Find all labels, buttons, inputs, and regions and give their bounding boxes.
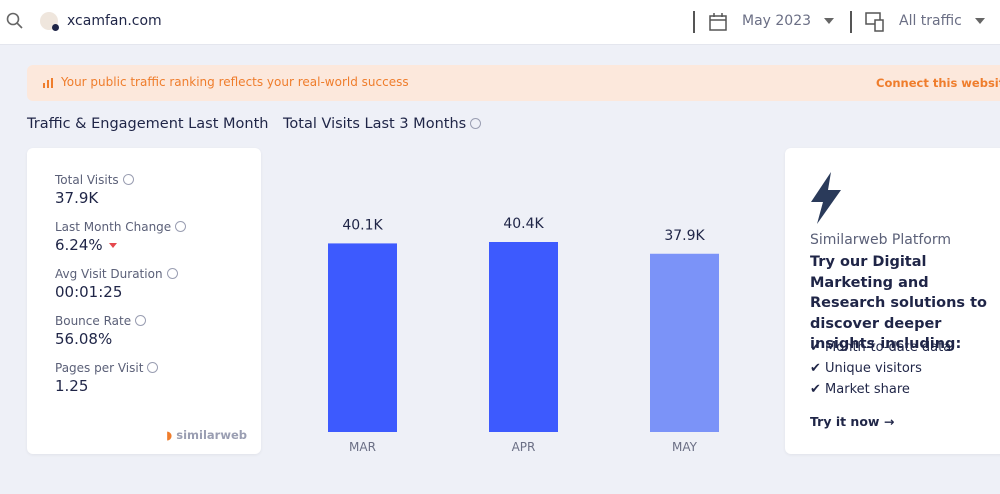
promo-cta[interactable]: Try it now → <box>810 414 895 429</box>
value-label: 40.4K <box>503 216 544 232</box>
top-bar: xcamfan.com May 2023 All traffic <box>0 0 1000 45</box>
info-icon <box>166 268 178 279</box>
promo-item: ✔ Market share <box>810 382 951 397</box>
date-picker[interactable]: May 2023 <box>742 13 812 29</box>
metric-label: Total Visits <box>55 173 261 187</box>
metric-value-text: 56.08% <box>55 330 113 348</box>
bar <box>650 253 719 432</box>
promo-item-text: Month-to-date data <box>825 340 952 355</box>
separator <box>693 11 695 33</box>
metric-value-text: 00:01:25 <box>55 283 123 301</box>
promo-logo <box>811 172 841 224</box>
metric-value-text: 1.25 <box>55 377 89 395</box>
promo-kicker: Similarweb Platform <box>810 232 951 248</box>
metric-value: 56.08% <box>55 330 261 348</box>
chart-title-text: Total Visits Last 3 Months <box>283 116 467 132</box>
value-label: 40.1K <box>342 217 383 233</box>
site-name[interactable]: xcamfan.com <box>67 13 162 29</box>
info-icon <box>147 362 159 373</box>
banner-icon <box>43 78 53 88</box>
section-title: Traffic & Engagement Last Month <box>27 116 269 132</box>
search-icon[interactable] <box>6 12 24 30</box>
dropdown-arrow <box>975 18 985 24</box>
traffic-picker[interactable]: All traffic <box>899 13 962 29</box>
metric-label-text: Bounce Rate <box>55 314 132 328</box>
info-icon <box>122 174 134 185</box>
separator <box>850 11 852 33</box>
metric: Total Visits 37.9K <box>55 173 261 207</box>
calendar-icon <box>709 13 727 31</box>
device-icon <box>865 12 884 32</box>
bar <box>328 243 397 432</box>
brand-logo: ◗ similarweb <box>166 428 247 442</box>
promo-item: ✔ Month-to-date data <box>810 340 951 355</box>
metric-label-text: Avg Visit Duration <box>55 267 163 281</box>
promo-card: Similarweb Platform Try our Digital Mark… <box>785 148 1000 454</box>
banner-text: Your public traffic ranking reflects you… <box>61 75 409 89</box>
chart-title: Total Visits Last 3 Months <box>283 116 482 132</box>
metric-value: 37.9K <box>55 189 261 207</box>
cta-text[interactable]: Try it now <box>810 414 880 429</box>
metric-value-text: 6.24% <box>55 236 103 254</box>
check-icon: ✔ <box>810 340 821 355</box>
promo-item-text: Unique visitors <box>825 361 922 376</box>
promo-list: ✔ Month-to-date data ✔ Unique visitors ✔ M… <box>810 340 951 403</box>
metric-value-text: 37.9K <box>55 189 99 207</box>
promo-item: ✔ Unique visitors <box>810 361 951 376</box>
metric-value: 6.24% <box>55 236 261 254</box>
promo-headline: Try our Digital Marketing and Research s… <box>810 254 988 352</box>
favicon <box>40 12 59 31</box>
metric-label-text: Pages per Visit <box>55 361 144 375</box>
promo-item-text: Market share <box>825 382 910 397</box>
metric-label: Avg Visit Duration <box>55 267 261 281</box>
x-tick-label: MAR <box>349 440 376 454</box>
metrics-card: ◗ similarweb Total Visits 37.9K Last Month… <box>27 148 261 454</box>
metric: Pages per Visit 1.25 <box>55 361 261 395</box>
bar-chart: 40.1K MAR 40.4K APR 37.9K MAY <box>328 216 719 454</box>
metric-value: 00:01:25 <box>55 283 261 301</box>
metric-label-text: Total Visits <box>55 173 119 187</box>
metric-label-text: Last Month Change <box>55 220 172 234</box>
x-tick-label: MAY <box>672 440 698 454</box>
brand-mark: ◗ <box>166 428 173 442</box>
metric-label: Last Month Change <box>55 220 261 234</box>
value-label: 37.9K <box>664 228 705 244</box>
brand-name: similarweb <box>176 428 247 442</box>
metric-label: Pages per Visit <box>55 361 261 375</box>
info-icon <box>135 315 147 326</box>
x-tick-label: APR <box>512 440 536 454</box>
metric: Last Month Change 6.24% <box>55 220 261 254</box>
connect-link[interactable]: Connect this website <box>876 76 1000 90</box>
banner: Your public traffic ranking reflects you… <box>27 65 1000 101</box>
check-icon: ✔ <box>810 382 821 397</box>
down-indicator <box>108 243 117 248</box>
metric: Bounce Rate 56.08% <box>55 314 261 348</box>
info-icon <box>175 221 187 232</box>
bar <box>489 242 558 432</box>
metric-label: Bounce Rate <box>55 314 261 328</box>
info-icon[interactable] <box>470 118 482 129</box>
metric-value: 1.25 <box>55 377 261 395</box>
metric: Avg Visit Duration 00:01:25 <box>55 267 261 301</box>
check-icon: ✔ <box>810 361 821 376</box>
dropdown-arrow <box>824 18 834 24</box>
